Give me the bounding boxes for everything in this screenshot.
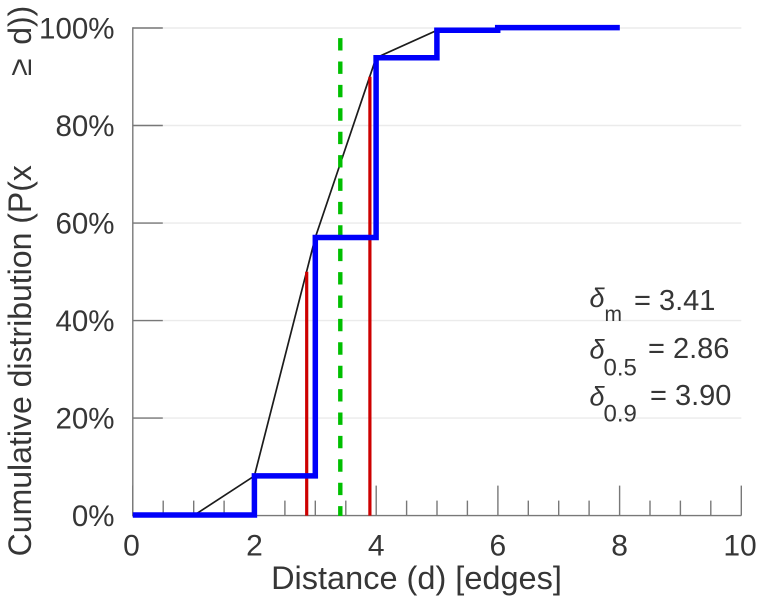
svg-text:60%: 60% (55, 208, 114, 241)
svg-text:= 3.90: = 3.90 (650, 380, 731, 412)
svg-text:2: 2 (246, 530, 263, 563)
svg-text:0.9: 0.9 (604, 401, 637, 428)
svg-text:= 2.86: = 2.86 (648, 333, 729, 365)
svg-text:80%: 80% (55, 110, 114, 143)
svg-text:Cumulative distribution (P(x: Cumulative distribution (P(x ≥ d)) (2, 6, 38, 557)
svg-text:20%: 20% (55, 403, 114, 436)
svg-text:4: 4 (368, 530, 385, 563)
svg-text:= 3.41: = 3.41 (634, 285, 715, 317)
svg-text:0%: 0% (72, 500, 115, 533)
svg-text:δ: δ (590, 283, 606, 313)
svg-text:δ: δ (590, 381, 606, 411)
svg-text:8: 8 (611, 530, 628, 563)
svg-text:40%: 40% (55, 305, 114, 338)
svg-text:0.5: 0.5 (604, 355, 637, 382)
svg-text:m: m (605, 303, 623, 326)
svg-text:0: 0 (123, 530, 140, 563)
svg-text:6: 6 (490, 530, 507, 563)
svg-text:100%: 100% (39, 13, 114, 46)
svg-text:Distance (d) [edges]: Distance (d) [edges] (271, 560, 562, 596)
svg-text:10: 10 (723, 530, 756, 563)
svg-text:δ: δ (590, 334, 606, 364)
